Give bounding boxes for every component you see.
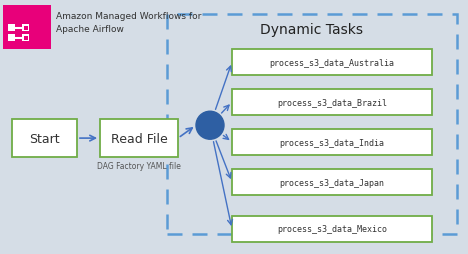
Text: Dynamic Tasks: Dynamic Tasks bbox=[261, 23, 364, 37]
Text: process_s3_data_Japan: process_s3_data_Japan bbox=[279, 178, 385, 187]
Text: process_s3_data_Brazil: process_s3_data_Brazil bbox=[277, 98, 387, 107]
Bar bbox=[23, 36, 28, 40]
Bar bbox=[22, 25, 29, 32]
FancyBboxPatch shape bbox=[232, 169, 432, 195]
Text: process_s3_data_Mexico: process_s3_data_Mexico bbox=[277, 225, 387, 234]
FancyBboxPatch shape bbox=[232, 130, 432, 155]
Text: Read File: Read File bbox=[110, 132, 168, 145]
Bar bbox=[23, 26, 28, 30]
Bar bbox=[22, 35, 29, 42]
Text: Amazon Managed Workflows for
Apache Airflow: Amazon Managed Workflows for Apache Airf… bbox=[56, 12, 201, 33]
Text: DAG Factory YAML file: DAG Factory YAML file bbox=[97, 162, 181, 170]
FancyBboxPatch shape bbox=[12, 120, 77, 157]
FancyBboxPatch shape bbox=[232, 90, 432, 116]
FancyBboxPatch shape bbox=[232, 216, 432, 242]
Circle shape bbox=[196, 112, 224, 140]
FancyBboxPatch shape bbox=[167, 15, 457, 234]
Text: Start: Start bbox=[29, 132, 60, 145]
FancyBboxPatch shape bbox=[232, 50, 432, 76]
Text: process_s3_data_Australia: process_s3_data_Australia bbox=[270, 58, 395, 67]
Bar bbox=[8, 25, 15, 32]
Text: process_s3_data_India: process_s3_data_India bbox=[279, 138, 385, 147]
Bar bbox=[8, 35, 15, 42]
FancyBboxPatch shape bbox=[100, 120, 178, 157]
Bar bbox=[3, 6, 51, 50]
